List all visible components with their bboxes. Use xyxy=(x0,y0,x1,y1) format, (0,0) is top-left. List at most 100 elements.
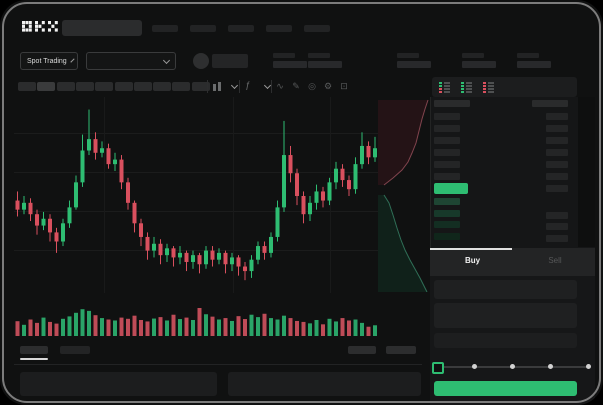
pair-name-placeholder xyxy=(212,54,248,68)
volume-bar xyxy=(158,317,163,336)
buy-submit-button[interactable] xyxy=(434,381,577,396)
orderbook-header-left[interactable] xyxy=(434,100,470,107)
bid-price-placeholder[interactable] xyxy=(434,233,460,240)
volume-bar xyxy=(295,320,299,336)
candle-body xyxy=(191,255,195,262)
volume-bar xyxy=(236,316,241,336)
candle-body xyxy=(165,248,169,256)
ask-size-placeholder[interactable] xyxy=(546,125,568,132)
bid-price-placeholder[interactable] xyxy=(434,210,460,217)
ask-size-placeholder[interactable] xyxy=(546,185,568,192)
timeframe-button[interactable] xyxy=(153,82,172,91)
ask-size-placeholder[interactable] xyxy=(546,161,568,168)
tab-sell[interactable]: Sell xyxy=(548,256,562,265)
nav-item[interactable] xyxy=(152,25,178,32)
bid-price-placeholder[interactable] xyxy=(434,198,460,205)
ask-size-placeholder[interactable] xyxy=(546,113,568,120)
slider-stop-dot[interactable] xyxy=(510,364,515,369)
indicators-button[interactable]: ƒ xyxy=(245,80,251,90)
slider-stop-dot[interactable] xyxy=(586,364,591,369)
ask-price-placeholder[interactable] xyxy=(434,113,460,120)
bottom-tab[interactable] xyxy=(60,346,90,354)
candlestick-chart[interactable] xyxy=(14,97,378,293)
timeframe-button[interactable] xyxy=(114,82,133,91)
tab-buy[interactable]: Buy xyxy=(464,256,481,265)
ask-size-placeholder[interactable] xyxy=(546,137,568,144)
timeframe-button[interactable] xyxy=(191,82,210,91)
volume-bar xyxy=(35,322,39,336)
pair-dropdown[interactable] xyxy=(86,52,176,70)
nav-item[interactable] xyxy=(266,25,292,32)
line-style-icon[interactable]: ∿ xyxy=(276,80,284,91)
volume-bar xyxy=(360,322,364,336)
volume-bar xyxy=(334,321,338,336)
bottom-action-button[interactable] xyxy=(386,346,416,354)
timeframe-button[interactable] xyxy=(18,82,36,91)
volume-bar xyxy=(191,320,195,336)
settings-icon[interactable]: ⚙ xyxy=(323,80,333,91)
candle-body xyxy=(22,202,26,210)
logo-pixel xyxy=(35,21,38,25)
ask-price-placeholder[interactable] xyxy=(434,161,460,168)
volume-chart[interactable] xyxy=(14,300,378,336)
ask-size-placeholder[interactable] xyxy=(546,173,568,180)
timeframe-button[interactable] xyxy=(133,82,152,91)
stat-value-placeholder xyxy=(517,61,551,68)
candle-body xyxy=(67,207,72,224)
bid-size-placeholder[interactable] xyxy=(546,212,568,219)
candle-body xyxy=(139,223,143,237)
timeframe-button[interactable] xyxy=(75,82,94,91)
nav-item[interactable] xyxy=(190,25,216,32)
bottom-panel-left[interactable] xyxy=(20,372,217,396)
candle-body xyxy=(204,250,208,265)
ask-price-placeholder[interactable] xyxy=(434,137,460,144)
search-input[interactable] xyxy=(62,20,142,36)
bottom-tab[interactable] xyxy=(20,346,48,354)
orderbook-scroll-gutter[interactable] xyxy=(578,97,595,247)
slider-stop-dot[interactable] xyxy=(548,364,553,369)
timeframe-button[interactable] xyxy=(37,82,56,91)
candle-body xyxy=(184,252,189,262)
book-asks-view[interactable] xyxy=(482,81,495,94)
candle-body xyxy=(54,232,59,242)
orderbook-header-right[interactable] xyxy=(532,100,568,107)
total-field[interactable] xyxy=(434,333,577,348)
ask-size-placeholder[interactable] xyxy=(546,149,568,156)
fullscreen-icon[interactable]: ⊡ xyxy=(340,80,348,91)
candle-wick xyxy=(244,261,246,281)
price-field[interactable] xyxy=(434,280,577,299)
volume-bar xyxy=(223,318,228,336)
bottom-panel-right[interactable] xyxy=(228,372,421,396)
gridline-h xyxy=(14,211,378,212)
timeframe-button[interactable] xyxy=(56,82,75,91)
book-bids-view[interactable] xyxy=(460,81,473,94)
last-price-badge[interactable] xyxy=(434,183,468,194)
bid-size-placeholder[interactable] xyxy=(546,235,568,242)
ask-price-placeholder[interactable] xyxy=(434,173,460,180)
chevron-down-icon xyxy=(263,81,272,90)
volume-bar xyxy=(74,312,78,336)
slider-stop-dot[interactable] xyxy=(472,364,477,369)
amount-field[interactable] xyxy=(434,303,577,328)
logo-pixel xyxy=(28,21,32,25)
ask-price-placeholder[interactable] xyxy=(434,149,460,156)
camera-icon[interactable]: ◎ xyxy=(308,80,316,91)
timeframe-button[interactable] xyxy=(95,82,114,91)
nav-item[interactable] xyxy=(228,25,254,32)
book-both-view[interactable] xyxy=(438,81,451,94)
ask-price-placeholder[interactable] xyxy=(434,125,460,132)
bid-size-placeholder[interactable] xyxy=(546,223,568,230)
market-type-dropdown[interactable]: Spot Trading xyxy=(20,52,78,70)
gridline-v xyxy=(233,97,234,293)
volume-bar xyxy=(347,320,351,336)
timeframe-button[interactable] xyxy=(172,82,191,91)
bid-price-placeholder[interactable] xyxy=(434,221,460,228)
slider-handle[interactable] xyxy=(432,362,444,374)
gridline-h xyxy=(14,250,378,251)
draw-icon[interactable]: ✎ xyxy=(292,80,300,91)
nav-item[interactable] xyxy=(304,25,330,32)
bottom-action-button[interactable] xyxy=(348,346,376,354)
candle-style-button[interactable] xyxy=(212,82,222,92)
